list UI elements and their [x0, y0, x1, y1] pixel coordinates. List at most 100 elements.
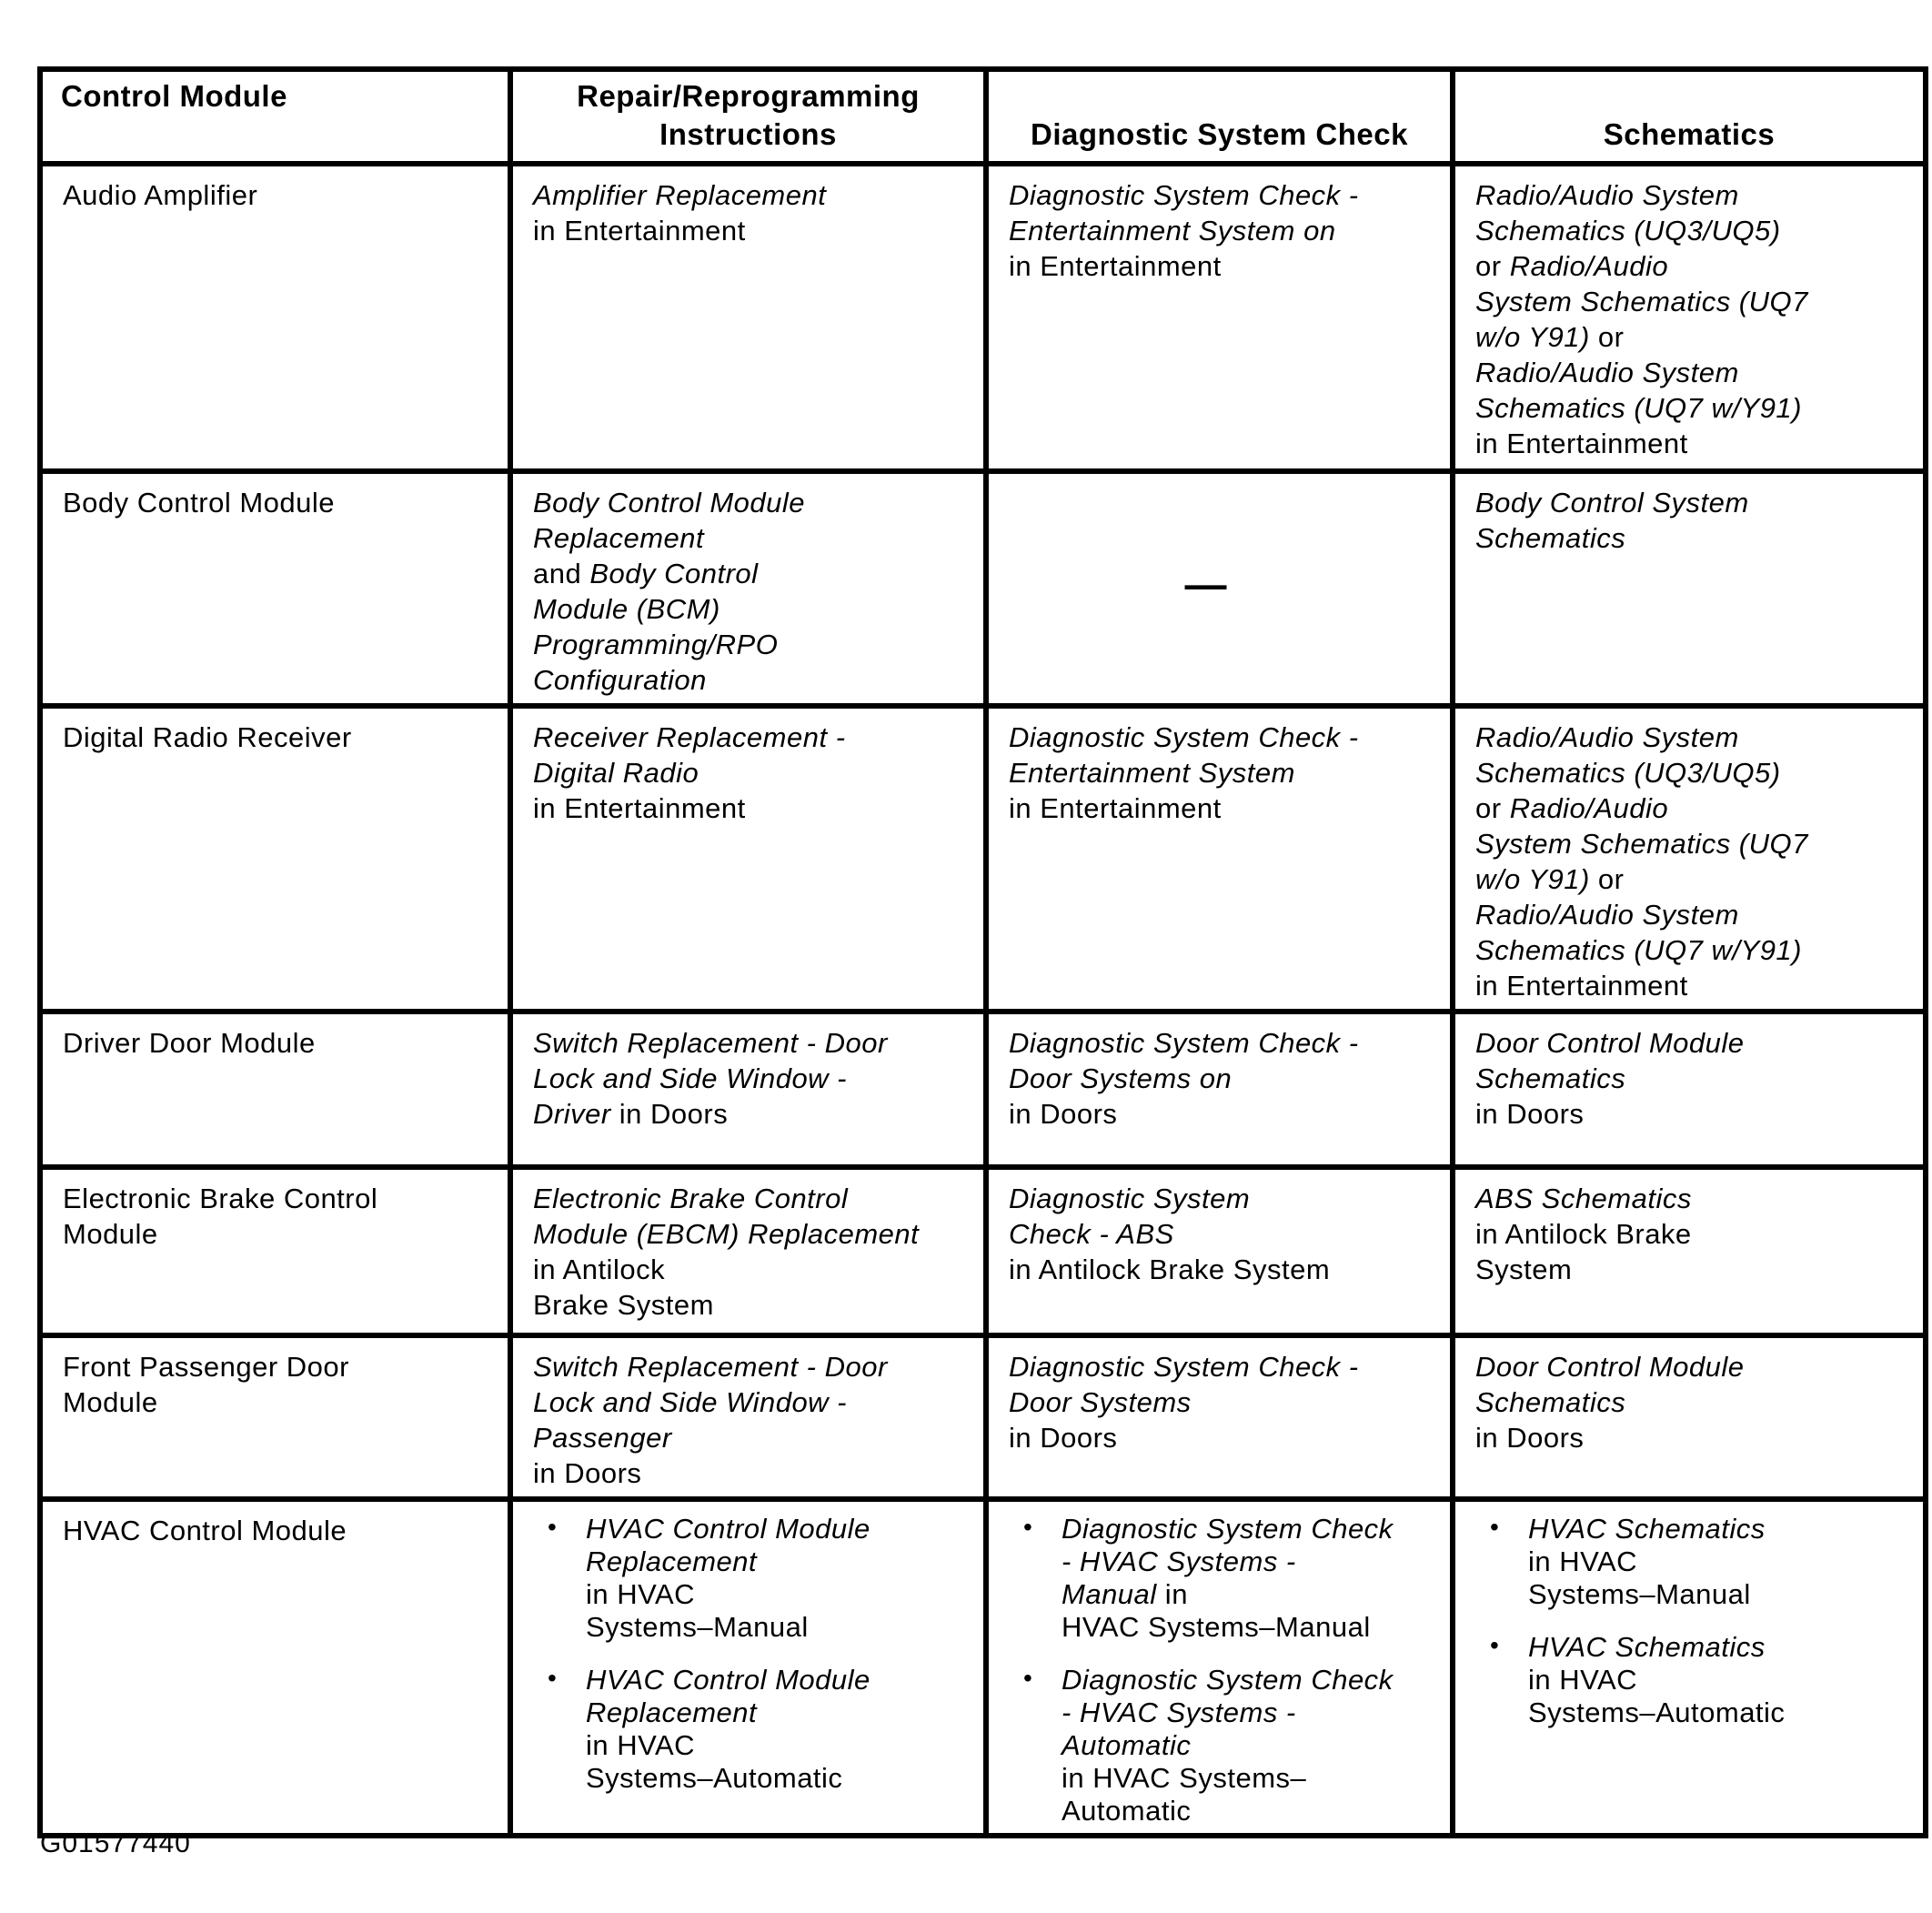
italic-text: HVAC Control Module [586, 1513, 870, 1545]
text-block: ABS Schematics in Antilock Brake System [1475, 1181, 1916, 1287]
plain-text: Front Passenger Door [63, 1351, 349, 1383]
text-line: Systems–Manual [586, 1611, 976, 1644]
text-line: Manual in [1062, 1578, 1443, 1611]
cell-body-control-module-schematics: Body Control System Schematics [1450, 468, 1928, 709]
text-block: Body Control System Schematics [1475, 485, 1916, 556]
italic-text: System Schematics (UQ7 [1475, 286, 1808, 317]
text-line: Receiver Replacement - [533, 720, 976, 755]
italic-text: Diagnostic System Check - [1009, 721, 1359, 753]
text-line: Body Control Module [63, 485, 500, 520]
text-line: Module [63, 1384, 500, 1420]
italic-text: Body Control System [1475, 487, 1749, 519]
text-line: Digital Radio [533, 755, 976, 790]
text-line: Brake System [533, 1287, 976, 1323]
plain-text: in Entertainment [1009, 792, 1222, 824]
text-block: Electronic Brake Control Module [63, 1181, 500, 1252]
italic-text: Schematics (UQ7 w/Y91) [1475, 392, 1802, 424]
text-line: Amplifier Replacement [533, 177, 976, 213]
text-block: Front Passenger Door Module [63, 1349, 500, 1420]
italic-text: - HVAC Systems - [1062, 1546, 1296, 1577]
row-electronic-brake-control-module: Electronic Brake Control Module Electronic… [37, 1164, 1928, 1338]
row-body-control-module: Body Control Module Body Control Module Re… [37, 468, 1928, 709]
text-line: w/o Y91) or [1475, 319, 1916, 355]
row-audio-amplifier: Audio Amplifier Amplifier Replacement in E… [37, 161, 1928, 474]
text-block: Radio/Audio System Schematics (UQ3/UQ5) or… [1475, 720, 1916, 1003]
text-line: Body Control System [1475, 485, 1916, 520]
plain-text: in Entertainment [533, 792, 746, 824]
italic-text: Schematics [1475, 1386, 1626, 1418]
cell-digital-radio-receiver-diagnostic-check: Diagnostic System Check - Entertainment S… [983, 703, 1455, 1014]
italic-text: Diagnostic System Check - [1009, 179, 1359, 211]
italic-text: Radio/Audio [1509, 792, 1669, 824]
text-line: Door Systems on [1009, 1061, 1443, 1096]
italic-text: Radio/Audio System [1475, 357, 1739, 388]
italic-text: Module (EBCM) Replacement [533, 1218, 920, 1250]
text-line: Electronic Brake Control [63, 1181, 500, 1216]
italic-text: Door Systems [1009, 1386, 1192, 1418]
text-line: Entertainment System on [1009, 213, 1443, 248]
italic-text: Diagnostic System Check [1062, 1513, 1394, 1545]
italic-text: Diagnostic System Check - [1009, 1351, 1359, 1383]
plain-text: Systems–Automatic [1528, 1697, 1786, 1728]
cell-driver-door-module-repair-instructions: Switch Replacement - Door Lock and Side W… [508, 1009, 989, 1170]
text-line: Replacement [586, 1546, 976, 1578]
text-block: Digital Radio Receiver [63, 720, 500, 755]
plain-text: in [1156, 1578, 1188, 1610]
column-header-schematics: Schematics [1450, 66, 1928, 166]
text-line: in HVAC [586, 1729, 976, 1762]
text-line: Systems–Manual [1528, 1578, 1916, 1611]
bullet-item: • HVAC Control Module Replacement in HVAC Sy… [533, 1513, 976, 1644]
text-line: w/o Y91) or [1475, 861, 1916, 897]
cell-front-passenger-door-module-schematics: Door Control Module Schematics in Doors [1450, 1333, 1928, 1502]
plain-text: in HVAC [586, 1578, 696, 1610]
cell-front-passenger-door-module-control-module: Front Passenger Door Module [37, 1333, 513, 1502]
cell-digital-radio-receiver-schematics: Radio/Audio System Schematics (UQ3/UQ5) or… [1450, 703, 1928, 1014]
cell-audio-amplifier-control-module: Audio Amplifier [37, 161, 513, 474]
italic-text: Schematics (UQ7 w/Y91) [1475, 934, 1802, 966]
plain-text: in Entertainment [1475, 970, 1688, 1002]
column-header-control-module: Control Module [37, 66, 513, 166]
text-line: Diagnostic System Check - [1009, 1349, 1443, 1384]
text-line: Schematics [1475, 1061, 1916, 1096]
text-line: — [991, 559, 1423, 609]
column-header-repair-reprogramming-instructions: Repair/Reprogramming Instructions [508, 66, 989, 166]
cell-hvac-control-module-repair-instructions: • HVAC Control Module Replacement in HVAC Sy… [508, 1496, 989, 1838]
plain-text: in Doors [1475, 1098, 1585, 1130]
bullet-item: • HVAC Schematics in HVAC Systems–Automatic [1475, 1631, 1916, 1729]
text-line: Electronic Brake Control [533, 1181, 976, 1216]
text-line: HVAC Systems–Manual [1062, 1611, 1443, 1644]
italic-text: Replacement [586, 1546, 758, 1577]
text-block: Door Control Module Schematics in Doors [1475, 1025, 1916, 1132]
cell-hvac-control-module-schematics: • HVAC Schematics in HVAC Systems–Manual • HV… [1450, 1496, 1928, 1838]
text-line: in Entertainment [533, 790, 976, 826]
row-digital-radio-receiver: Digital Radio Receiver Receiver Replaceme… [37, 703, 1928, 1014]
plain-text: and [533, 558, 590, 589]
bullet-icon: • [1023, 1664, 1033, 1692]
text-line: Radio/Audio System [1475, 355, 1916, 390]
text-block: Audio Amplifier [63, 177, 500, 213]
bullet-item: • HVAC Control Module Replacement in HVAC Sy… [533, 1664, 976, 1795]
plain-text: in Doors [1009, 1422, 1118, 1454]
text-line: or Radio/Audio [1475, 248, 1916, 284]
italic-text: Passenger [533, 1422, 672, 1454]
text-line: Switch Replacement - Door [533, 1349, 976, 1384]
text-line: Module (EBCM) Replacement [533, 1216, 976, 1252]
italic-text: Entertainment System on [1009, 215, 1336, 247]
italic-text: HVAC Control Module [586, 1664, 870, 1696]
text-line: HVAC Control Module [586, 1664, 976, 1697]
plain-text: — [1184, 560, 1227, 608]
cell-electronic-brake-control-module-repair-instructions: Electronic Brake Control Module (EBCM) Re… [508, 1164, 989, 1338]
text-line: System Schematics (UQ7 [1475, 826, 1916, 861]
text-line: in HVAC [1528, 1664, 1916, 1697]
plain-text: Automatic [1062, 1795, 1192, 1827]
italic-text: System Schematics (UQ7 [1475, 828, 1808, 860]
text-line: Digital Radio Receiver [63, 720, 500, 755]
text-block: Diagnostic System Check - Door Systems in … [1009, 1349, 1443, 1455]
text-line: Passenger [533, 1420, 976, 1455]
cell-driver-door-module-schematics: Door Control Module Schematics in Doors [1450, 1009, 1928, 1170]
text-line: in HVAC [1528, 1546, 1916, 1578]
text-line: in Doors [533, 1455, 976, 1491]
text-line: HVAC Control Module [586, 1513, 976, 1546]
cell-hvac-control-module-control-module: HVAC Control Module [37, 1496, 513, 1838]
italic-text: Driver [533, 1098, 611, 1130]
